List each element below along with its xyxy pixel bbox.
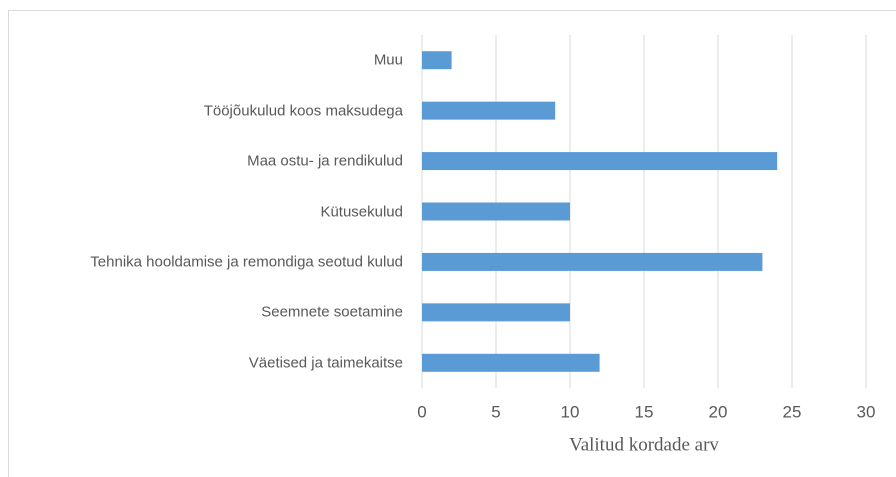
- y-tick-label: Maa ostu- ja rendikulud: [247, 152, 403, 170]
- x-tick-label: 25: [783, 402, 802, 421]
- y-tick-label: Tehnika hooldamise ja remondiga seotud k…: [90, 253, 403, 271]
- bar: [422, 353, 600, 372]
- y-tick-label: Tööjõukulud koos maksudega: [203, 102, 403, 120]
- bar: [422, 152, 778, 171]
- bar: [422, 252, 763, 271]
- y-tick-label: Kütusekulud: [320, 203, 403, 220]
- bar: [422, 101, 556, 120]
- y-tick-label: Väetised ja taimekaitse: [248, 354, 403, 372]
- chart-border: [8, 10, 896, 477]
- x-tick-label: 30: [857, 402, 876, 421]
- bar: [422, 303, 570, 322]
- y-tick-label: Muu: [373, 51, 403, 69]
- x-axis-label: Valitud kordade arv: [569, 434, 719, 455]
- y-tick-label: Seemnete soetamine: [261, 303, 403, 321]
- x-tick-label: 20: [709, 402, 728, 421]
- x-tick-label: 10: [561, 402, 580, 421]
- x-tick-label: 5: [491, 402, 500, 421]
- x-tick-label: 15: [635, 402, 654, 421]
- x-tick-label: 0: [417, 402, 426, 421]
- bar: [422, 202, 570, 221]
- bar: [422, 51, 452, 70]
